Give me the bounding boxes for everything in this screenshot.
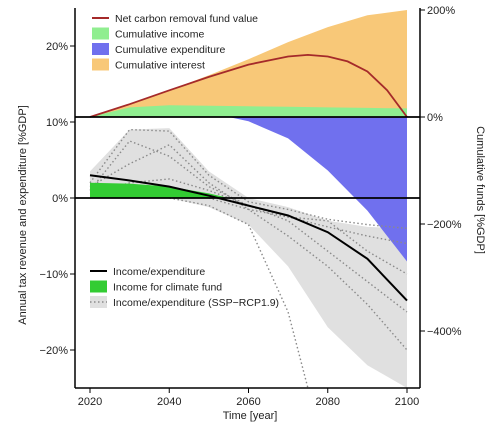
- y-tick-label-right: −400%: [427, 326, 462, 338]
- climate-fund-income-area: [90, 182, 229, 198]
- legend-swatch: [92, 58, 109, 71]
- x-tick-label: 2080: [316, 396, 340, 408]
- y-axis-label-right: Cumulative funds [%GDP]: [474, 126, 486, 254]
- y-tick-label-left: 20%: [46, 41, 68, 53]
- y-tick-label-right: 200%: [427, 5, 455, 17]
- legend-label: Cumulative interest: [115, 60, 205, 72]
- axes-layer: 20% 10% 0% −10% −20% 200% 0% −200% −400% 2020 2040…: [40, 5, 462, 408]
- legend-swatch: [92, 43, 109, 55]
- cumulative-income-area: [90, 105, 407, 117]
- x-tick-label: 2060: [236, 396, 260, 408]
- legend-label: Cumulative income: [115, 29, 204, 41]
- y-tick-label-left: −20%: [40, 345, 69, 357]
- legend-label: Income for climate fund: [113, 282, 222, 294]
- cumulative-expenditure-area: [228, 117, 407, 262]
- legend-swatch: [92, 27, 109, 40]
- cumulative-interest-area: [90, 10, 407, 117]
- x-axis-label: Time [year]: [223, 410, 278, 422]
- x-tick-label: 2040: [157, 396, 181, 408]
- scenario-line-2: [89, 140, 408, 245]
- x-tick-label: 2020: [78, 396, 102, 408]
- x-tick-label: 2100: [395, 396, 419, 408]
- net-fund-value-line: [89, 53, 408, 118]
- y-tick-label-left: 10%: [46, 117, 68, 129]
- legend-label: Income/expenditure (SSP−RCP1.9): [113, 297, 279, 309]
- legend-swatch-climate-fund: [90, 280, 107, 293]
- y-tick-label-left: −10%: [40, 269, 69, 281]
- legend-label: Income/expenditure: [113, 266, 205, 278]
- lower-panel-layer: [89, 128, 408, 389]
- y-tick-label-right: −200%: [427, 219, 462, 231]
- scenario-line-1: [89, 128, 408, 230]
- income-expenditure-line: [89, 174, 408, 302]
- upper-panel-layer: [89, 10, 408, 262]
- y-tick-label-left: 0%: [52, 193, 68, 205]
- upper-legend: Net carbon removal fund value Cumulative …: [92, 13, 258, 72]
- legend-label: Cumulative expenditure: [115, 44, 225, 56]
- y-tick-label-right: 0%: [427, 112, 443, 124]
- lower-legend: Income/expenditure Income for climate fun…: [90, 266, 279, 309]
- legend-label: Net carbon removal fund value: [115, 13, 258, 25]
- y-axis-label-left: Annual tax revenue and expenditure [%GDP…: [17, 105, 29, 325]
